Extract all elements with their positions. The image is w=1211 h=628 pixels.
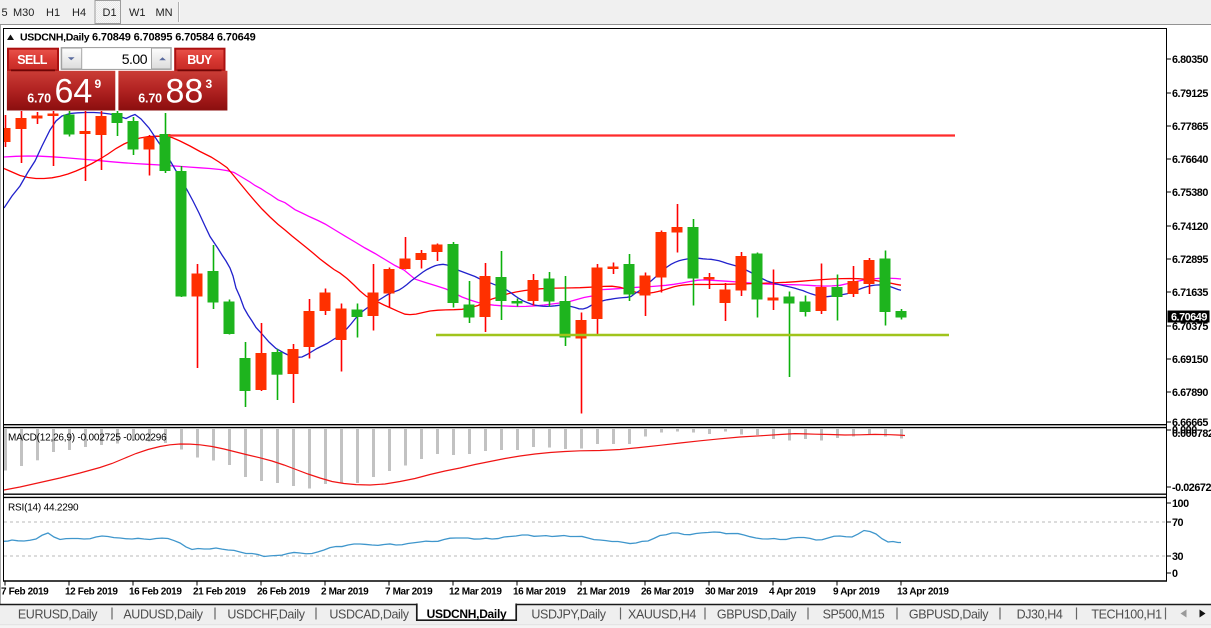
svg-text:BUY: BUY: [187, 53, 213, 67]
svg-text:6.70849 6.70895 6.70584 6.7064: 6.70849 6.70895 6.70584 6.70649: [92, 32, 256, 44]
svg-text:9: 9: [95, 77, 102, 91]
svg-text:6.70375: 6.70375: [1172, 321, 1208, 333]
svg-text:7 Feb 2019: 7 Feb 2019: [1, 587, 49, 598]
svg-text:RSI(14) 44.2290: RSI(14) 44.2290: [8, 503, 79, 514]
svg-text:MN: MN: [156, 7, 173, 19]
svg-text:6.66665: 6.66665: [1172, 417, 1208, 429]
svg-text:SELL: SELL: [17, 53, 48, 67]
svg-text:6.79125: 6.79125: [1172, 88, 1208, 100]
svg-text:USDCNH,Daily: USDCNH,Daily: [20, 32, 90, 44]
svg-text:M30: M30: [13, 7, 34, 19]
svg-text:6.72895: 6.72895: [1172, 254, 1208, 266]
svg-text:13 Apr 2019: 13 Apr 2019: [897, 587, 949, 598]
svg-text:6.80350: 6.80350: [1172, 54, 1208, 66]
svg-text:6.70: 6.70: [27, 92, 51, 106]
svg-text:2 Mar 2019: 2 Mar 2019: [321, 587, 369, 598]
svg-text:0: 0: [1172, 568, 1178, 580]
svg-text:DJ30,H4: DJ30,H4: [1017, 607, 1063, 621]
svg-text:D1: D1: [103, 7, 117, 19]
svg-text:GBPUSD,Daily: GBPUSD,Daily: [717, 607, 797, 621]
svg-text:USDJPY,Daily: USDJPY,Daily: [531, 607, 606, 621]
svg-text:6.76640: 6.76640: [1172, 154, 1208, 166]
svg-text:XAUUSD,H4: XAUUSD,H4: [628, 607, 696, 621]
svg-text:30: 30: [1172, 551, 1184, 563]
svg-text:3: 3: [206, 77, 213, 91]
svg-text:6.70649: 6.70649: [1171, 312, 1207, 324]
svg-text:SP500,M15: SP500,M15: [823, 607, 885, 621]
svg-text:H1: H1: [46, 7, 60, 19]
svg-text:70: 70: [1172, 517, 1184, 529]
svg-text:26 Mar 2019: 26 Mar 2019: [641, 587, 694, 598]
svg-text:USDCAD,Daily: USDCAD,Daily: [329, 607, 409, 621]
svg-text:7 Mar 2019: 7 Mar 2019: [385, 587, 433, 598]
svg-text:21 Feb 2019: 21 Feb 2019: [193, 587, 246, 598]
svg-text:88: 88: [166, 73, 204, 111]
svg-text:EURUSD,Daily: EURUSD,Daily: [18, 607, 98, 621]
svg-text:30 Mar 2019: 30 Mar 2019: [705, 587, 758, 598]
svg-text:12 Mar 2019: 12 Mar 2019: [449, 587, 502, 598]
svg-text:6.74120: 6.74120: [1172, 221, 1208, 233]
svg-text:AUDUSD,Daily: AUDUSD,Daily: [123, 607, 203, 621]
svg-text:W1: W1: [129, 7, 146, 19]
svg-text:6.70: 6.70: [138, 92, 162, 106]
svg-text:64: 64: [55, 73, 93, 111]
svg-text:GBPUSD,Daily: GBPUSD,Daily: [909, 607, 989, 621]
svg-text:5: 5: [2, 7, 8, 19]
svg-text:16 Mar 2019: 16 Mar 2019: [513, 587, 566, 598]
svg-text:21 Mar 2019: 21 Mar 2019: [577, 587, 630, 598]
svg-text:USDCNH,Daily: USDCNH,Daily: [427, 607, 507, 621]
svg-text:0.000782: 0.000782: [1172, 428, 1211, 440]
svg-text:4 Apr 2019: 4 Apr 2019: [769, 587, 816, 598]
svg-text:H4: H4: [72, 7, 86, 19]
svg-text:MACD(12,26,9) -0.002725 -0.002: MACD(12,26,9) -0.002725 -0.002296: [8, 433, 167, 444]
svg-text:USDCHF,Daily: USDCHF,Daily: [227, 607, 305, 621]
svg-text:6.71635: 6.71635: [1172, 287, 1208, 299]
svg-text:16 Feb 2019: 16 Feb 2019: [129, 587, 182, 598]
svg-text:6.77865: 6.77865: [1172, 121, 1208, 133]
svg-text:26 Feb 2019: 26 Feb 2019: [257, 587, 310, 598]
svg-text:6.67890: 6.67890: [1172, 387, 1208, 399]
svg-text:6.75380: 6.75380: [1172, 187, 1208, 199]
svg-text:9 Apr 2019: 9 Apr 2019: [833, 587, 880, 598]
svg-text:5.00: 5.00: [122, 51, 148, 67]
svg-text:6.69150: 6.69150: [1172, 354, 1208, 366]
svg-text:12 Feb 2019: 12 Feb 2019: [65, 587, 118, 598]
svg-text:TECH100,H1: TECH100,H1: [1091, 607, 1162, 621]
svg-text:0.000: 0.000: [1172, 425, 1197, 437]
svg-text:100: 100: [1172, 498, 1189, 510]
